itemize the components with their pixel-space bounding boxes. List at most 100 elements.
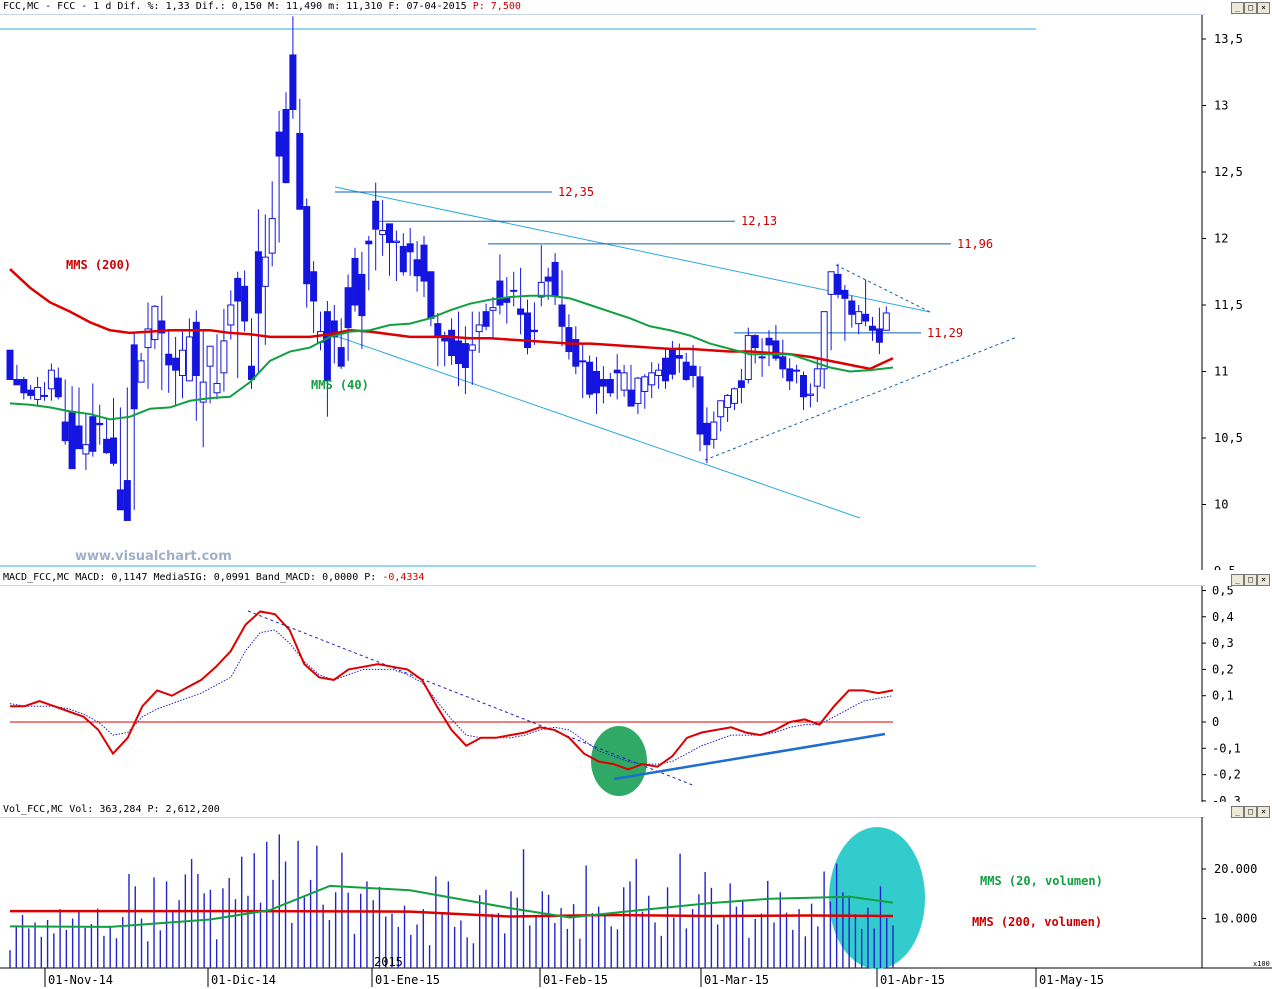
candle-body (620, 372, 628, 391)
candle-body (337, 347, 345, 367)
candle-body (254, 251, 262, 314)
candle-body (282, 108, 290, 184)
volume-mms200-annotation: MMS (200, volumen) (972, 915, 1102, 929)
candle-body (530, 329, 538, 333)
x-tick-label: 01-May-15 (1039, 973, 1104, 987)
candle-body (330, 320, 338, 338)
level-label: 11,29 (927, 326, 963, 340)
candle-body (455, 340, 462, 365)
maximize-icon[interactable]: □ (1244, 2, 1257, 14)
mms200-annotation: MMS (200) (66, 258, 131, 272)
x-tick-label: 01-Dic-14 (211, 973, 276, 987)
candle-body (448, 329, 456, 357)
candle-body (820, 311, 828, 370)
candle-body (841, 289, 849, 299)
candle-body (834, 273, 842, 295)
macd-line (10, 610, 894, 771)
candle-body (875, 328, 883, 343)
candlesticks (6, 16, 890, 521)
candle-body (882, 312, 890, 331)
candle-body (351, 257, 359, 306)
candle-body (386, 223, 393, 243)
candle-body (110, 437, 117, 464)
candle-body (586, 361, 594, 395)
candle-body (806, 393, 814, 396)
candle-body (689, 365, 697, 376)
candle-body (379, 230, 387, 236)
candle-body (241, 285, 249, 322)
candle-body (268, 218, 276, 254)
level-label: 12,35 (558, 185, 594, 199)
candle-body (489, 307, 497, 311)
x-tick-label: 01-Feb-15 (543, 973, 608, 987)
price-tick-label: 12 (1214, 232, 1228, 246)
candle-body (461, 343, 469, 369)
candle-body (89, 416, 97, 452)
candle-body (827, 271, 835, 295)
candle-body (848, 300, 856, 315)
macd-panel-header: MACD_FCC,MC MACD: 0,1147 MediaSIG: 0,099… (0, 571, 1205, 586)
price-tick-label: 9,5 (1214, 564, 1236, 570)
candle-body (234, 277, 242, 302)
candle-body (137, 360, 145, 383)
candle-body (855, 311, 863, 325)
candle-body (96, 422, 104, 426)
candle-body (737, 380, 745, 388)
watermark: www.visualchart.com (75, 549, 232, 564)
candle-body (47, 369, 55, 390)
macd-close-icon[interactable]: × (1257, 574, 1270, 586)
candle-body (123, 480, 131, 521)
candle-body (289, 54, 297, 110)
x-tick-label: 01-Nov-14 (48, 973, 113, 987)
candle-body (441, 335, 449, 342)
candle-body (793, 369, 801, 372)
candle-body (420, 244, 428, 282)
volume-header-text: Vol_FCC,MC Vol: 363,284 P: 2,612,200 (3, 804, 220, 815)
candle-body (34, 386, 42, 400)
macd-chart: 0,5 0,4 0,3 0,2 0,1 0 -0,1 -0,2 -0,3 (9, 586, 1241, 802)
x-tick-label: 01-Mar-15 (704, 973, 769, 987)
candle-body (524, 312, 531, 349)
candle-body (724, 394, 732, 408)
candle-body (510, 289, 518, 292)
candle-body (744, 335, 752, 380)
dif-label: Dif.: 0,150 (195, 1, 262, 12)
vol-close-icon[interactable]: × (1257, 806, 1270, 818)
candle-body (765, 337, 773, 346)
minimize-icon[interactable]: _ (1231, 2, 1244, 14)
price-tick-label: 10,5 (1214, 431, 1243, 445)
candle-body (199, 381, 207, 403)
candle-body (372, 200, 380, 230)
candle-body (399, 245, 407, 273)
macd-minimize-icon[interactable]: _ (1231, 574, 1244, 586)
p-label: P (472, 1, 479, 12)
candle-body (144, 328, 152, 349)
level-label: 12,13 (741, 214, 777, 228)
macd-maximize-icon[interactable]: □ (1244, 574, 1257, 586)
mms40-line (9, 294, 894, 421)
macd-header-text: MACD_FCC,MC MACD: 0,1147 MediaSIG: 0,099… (3, 572, 377, 583)
candle-body (668, 349, 676, 375)
vol-maximize-icon[interactable]: □ (1244, 806, 1257, 818)
price-tick-label: 13,5 (1214, 32, 1243, 46)
macd-downtrend-line (247, 610, 696, 787)
date-label: F: 07-04-2015 (388, 1, 467, 12)
max-label: M: 11,490 (267, 1, 323, 12)
candle-body (800, 374, 807, 398)
macd-tick-label: 0,4 (1212, 610, 1234, 624)
candle-body (662, 357, 669, 382)
close-icon[interactable]: × (1257, 2, 1270, 14)
x-tick-label: 01-Abr-15 (880, 973, 945, 987)
candle-body (696, 376, 704, 435)
volume-tick-label: 20.000 (1214, 862, 1257, 876)
volume-unit-label: x100 (1253, 960, 1270, 968)
vol-minimize-icon[interactable]: _ (1231, 806, 1244, 818)
candle-body (365, 240, 373, 245)
candle-body (179, 349, 186, 376)
candle-body (392, 240, 400, 243)
macd-tick-label: -0,3 (1212, 794, 1241, 802)
candle-body (6, 349, 14, 380)
candle-body (717, 400, 725, 418)
candle-body (206, 345, 214, 367)
